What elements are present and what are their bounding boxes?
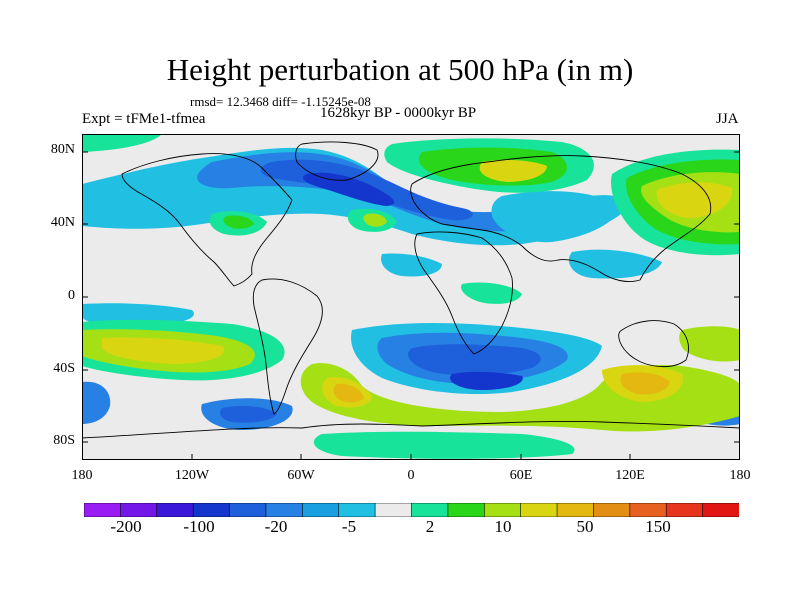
antarctica-coast [82,421,740,439]
colorbar-label: -200 [110,517,142,536]
colorbar-label: 150 [645,517,671,536]
colorbar-swatch [229,503,267,517]
colorbar-swatch [338,503,376,517]
north-america-coast [121,153,293,287]
colorbar-swatch [374,503,413,517]
lon-label: 180 [729,468,751,483]
colorbar-label: -5 [341,517,357,536]
south-pacific-high-core [102,337,225,364]
lat-label: 80N [50,142,75,157]
australia-coast [618,320,689,368]
colorbar-swatch [192,503,231,517]
southern-indian-low-deep [450,371,523,390]
season-label: JJA [716,111,739,127]
colorbar-label: -100 [183,517,215,536]
colorbar-swatch [120,503,158,517]
period-label: 1628kyr BP - 0000kyr BP [320,105,477,121]
subtropical-atlantic-low [381,253,442,277]
north-american-high-core [223,215,254,229]
lon-label: 0 [407,468,415,483]
colorbar-swatch [156,503,194,517]
colorbar-swatch [302,503,340,517]
australia-high-inner [620,372,670,395]
lon-label: 120E [615,468,645,483]
north-pacific-high-core [656,182,733,218]
lat-label: 40N [50,215,75,230]
colorbar-swatch [411,503,449,517]
colorbar [84,503,739,517]
colorbar-swatch [520,503,558,517]
colorbar-swatch [702,503,739,517]
antarctic-high [313,431,575,459]
lat-label: 40S [53,361,75,376]
colorbar-swatch [84,503,121,517]
north-atlantic-low-deep [302,172,395,206]
lon-label: 180 [71,468,93,483]
positive-anomalies [82,134,740,459]
lat-label: 80S [53,433,75,448]
south-america-coast [252,278,323,415]
colorbar-swatch [447,503,485,517]
colorbar-swatch [629,503,667,517]
colorbar-swatch [265,503,303,517]
colorbar-label: 10 [494,517,512,536]
colorbar-swatch [483,503,522,517]
southern-indian-low-core [408,344,541,376]
axis-ticks [82,151,740,460]
east-asia-low [568,249,662,279]
lon-label: 120W [174,468,210,483]
east-australia-high [679,326,740,362]
colorbar-swatch [556,503,595,517]
colorbar-swatch [593,503,631,517]
colorbar-label: -20 [264,517,288,536]
map-title: Height perturbation at 500 hPa (in m) [166,52,634,87]
lat-label: 0 [68,288,75,303]
southeast-pacific-low-core [220,406,277,423]
africa-coast [414,231,513,355]
arctic-high [82,134,162,152]
colorbar-swatch [665,503,704,517]
north-pacific-low [491,191,622,243]
greenland-coast [295,141,379,181]
map-panel [82,134,740,460]
coastlines [82,141,740,439]
russia-high-core [479,159,547,182]
stats-text: rmsd= 12.3468 diff= -1.15245e-08 [190,94,371,109]
experiment-label: Expt = tFMe1-tfmea [82,111,206,127]
lon-label: 60E [509,468,533,483]
west-pacific-south-low [82,381,111,424]
south-atlantic-high-inner [333,383,364,403]
colorbar-label: 50 [576,517,594,536]
colorbar-label: 2 [425,517,435,536]
eurasia-coast [410,155,712,283]
lon-label: 60W [287,468,315,483]
atlantic-high-core [363,213,387,227]
indian-ocean-high [461,282,522,304]
